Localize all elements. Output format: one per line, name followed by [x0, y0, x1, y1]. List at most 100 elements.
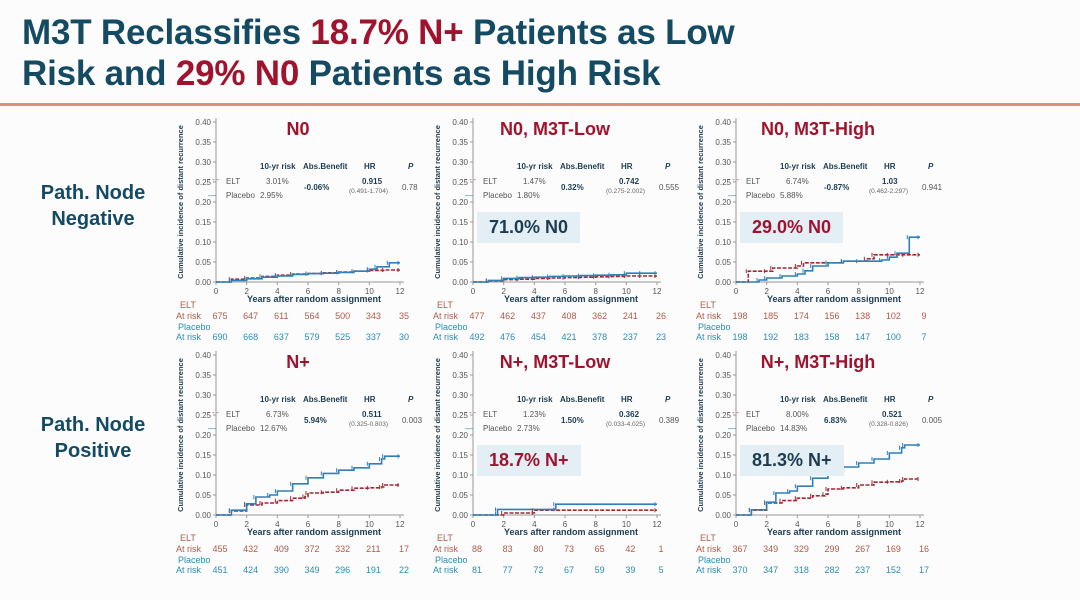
x-tick-label: 0 [734, 287, 739, 296]
x-tick-label: 8 [336, 287, 341, 296]
at-risk-placebo-row-label: At risk [176, 565, 202, 575]
x-tick-label: 12 [916, 520, 925, 529]
at-risk-elt-count: 267 [855, 544, 871, 554]
x-tick-label: 12 [396, 287, 405, 296]
y-tick-label: 0.25 [195, 411, 211, 420]
km-chart-svg: 0.00 0.05 0.10 0.15 0.20 0.25 0.30 0.35 0.40 0 2 4 6… [696, 118, 925, 304]
panel-title: N+, M3T-High [760, 352, 876, 372]
at-risk-placebo-group-label: Placebo [178, 322, 211, 332]
at-risk-elt-count: 343 [365, 311, 381, 321]
y-tick-label: 0.10 [195, 471, 211, 480]
panel-title: N0, M3T-High [760, 119, 875, 139]
at-risk-elt-count: 17 [398, 544, 409, 554]
legend-elt-marker: - - - [728, 410, 739, 417]
x-tick-label: 8 [856, 520, 861, 529]
y-tick-label: 0.40 [452, 118, 468, 127]
title-text: Patients as High Risk [299, 54, 661, 93]
km-chart-svg: 0.00 0.05 0.10 0.15 0.20 0.25 0.30 0.35 0.40 0 2 4 6… [176, 118, 405, 304]
placebo-curve [473, 503, 657, 516]
x-tick-label: 0 [471, 287, 476, 296]
at-risk-elt-group-label: ELT [700, 533, 716, 543]
y-tick-label: 0.00 [195, 511, 211, 520]
p-value: 0.005 [922, 416, 943, 425]
y-tick-label: 0.15 [452, 451, 468, 460]
elt-curve [216, 484, 400, 516]
km-chart-panel: 0.00 0.05 0.10 0.15 0.20 0.25 0.30 0.35 0.40 0 2 4 6… [168, 345, 428, 580]
at-risk-placebo-count: 337 [365, 332, 381, 342]
placebo-10yr-risk: 12.67% [260, 424, 288, 433]
at-risk-elt-count: 198 [732, 311, 748, 321]
at-risk-elt-row-label: At risk [176, 311, 202, 321]
y-tick-label: 0.10 [715, 238, 731, 247]
at-risk-elt-count: 88 [471, 544, 482, 554]
at-risk-elt-count: 564 [304, 311, 320, 321]
at-risk-placebo-count: 454 [530, 332, 546, 342]
y-tick-label: 0.35 [715, 138, 731, 147]
x-tick-label: 0 [734, 520, 739, 529]
at-risk-placebo-count: 17 [918, 565, 929, 575]
x-axis-label: Years after random assignment [504, 294, 638, 304]
y-tick-label: 0.40 [195, 118, 211, 127]
at-risk-elt-count: 73 [563, 544, 574, 554]
at-risk-placebo-count: 579 [304, 332, 320, 342]
x-tick-label: 10 [622, 520, 631, 529]
y-axis-label: Cumulative incidence of distant recurren… [176, 358, 185, 512]
at-risk-elt-count: 185 [763, 311, 779, 321]
stats-header: 10-yr risk [260, 395, 296, 404]
at-risk-placebo-count: 81 [471, 565, 482, 575]
row-label-node-negative: Path. Node Negative [18, 180, 168, 232]
x-tick-label: 4 [532, 520, 537, 529]
abs-benefit-value: 6.83% [824, 416, 847, 425]
at-risk-placebo-count: 152 [885, 565, 901, 575]
at-risk-placebo-count: 451 [212, 565, 228, 575]
x-tick-label: 0 [214, 520, 219, 529]
y-tick-label: 0.20 [715, 431, 731, 440]
x-tick-label: 6 [306, 520, 311, 529]
legend-elt-marker: - - - [208, 177, 219, 184]
legend-placebo-label: Placebo [746, 191, 775, 200]
at-risk-elt-count: 362 [592, 311, 608, 321]
legend-placebo-label: Placebo [226, 424, 255, 433]
y-tick-label: 0.35 [195, 371, 211, 380]
hazard-ratio-value: 0.742 [619, 177, 640, 186]
y-tick-label: 0.25 [452, 178, 468, 187]
placebo-10yr-risk: 5.88% [780, 191, 803, 200]
y-axis-label: Cumulative incidence of distant recurren… [433, 358, 442, 512]
title-text: Risk and [22, 54, 176, 93]
elt-curve [736, 254, 920, 283]
km-chart-svg: 0.00 0.05 0.10 0.15 0.20 0.25 0.30 0.35 0.40 0 2 4 6… [433, 118, 662, 304]
y-tick-label: 0.00 [715, 278, 731, 287]
stats-header: Abs.Benefit [303, 162, 348, 171]
at-risk-placebo-row-label: At risk [696, 332, 722, 342]
at-risk-placebo-count: 370 [732, 565, 748, 575]
at-risk-placebo-group-label: Placebo [698, 322, 731, 332]
at-risk-placebo-count: 282 [824, 565, 840, 575]
at-risk-placebo-count: 77 [502, 565, 513, 575]
km-chart-panel: 0.00 0.05 0.10 0.15 0.20 0.25 0.30 0.35 0.40 0 2 4 6… [168, 112, 428, 347]
stats-header: P [928, 162, 934, 171]
stats-header: Abs.Benefit [823, 162, 868, 171]
at-risk-elt-group-label: ELT [180, 533, 196, 543]
title-divider [0, 103, 1080, 106]
legend-elt-label: ELT [483, 410, 498, 419]
at-risk-placebo-count: 39 [625, 565, 636, 575]
y-tick-label: 0.15 [715, 218, 731, 227]
subgroup-percentage-callout: 71.0% N0 [477, 212, 581, 243]
at-risk-elt-count: 16 [918, 544, 929, 554]
stats-header: Abs.Benefit [303, 395, 348, 404]
elt-10yr-risk: 6.74% [786, 177, 809, 186]
x-tick-label: 10 [885, 287, 894, 296]
at-risk-placebo-count: 296 [335, 565, 351, 575]
at-risk-elt-group-label: ELT [700, 300, 716, 310]
x-axis-label: Years after random assignment [767, 527, 901, 537]
km-chart-panel: 0.00 0.05 0.10 0.15 0.20 0.25 0.30 0.35 0.40 0 2 4 6… [688, 112, 948, 347]
stats-header: HR [884, 395, 896, 404]
at-risk-elt-count: 26 [655, 311, 666, 321]
at-risk-elt-count: 477 [469, 311, 485, 321]
at-risk-placebo-row-label: At risk [433, 332, 459, 342]
km-chart-panel: 0.00 0.05 0.10 0.15 0.20 0.25 0.30 0.35 0.40 0 2 4 6… [425, 112, 685, 347]
y-tick-label: 0.30 [715, 158, 731, 167]
x-tick-label: 2 [501, 520, 506, 529]
hazard-ratio-ci: (0.033-4.025) [606, 421, 646, 428]
x-tick-label: 12 [653, 520, 662, 529]
